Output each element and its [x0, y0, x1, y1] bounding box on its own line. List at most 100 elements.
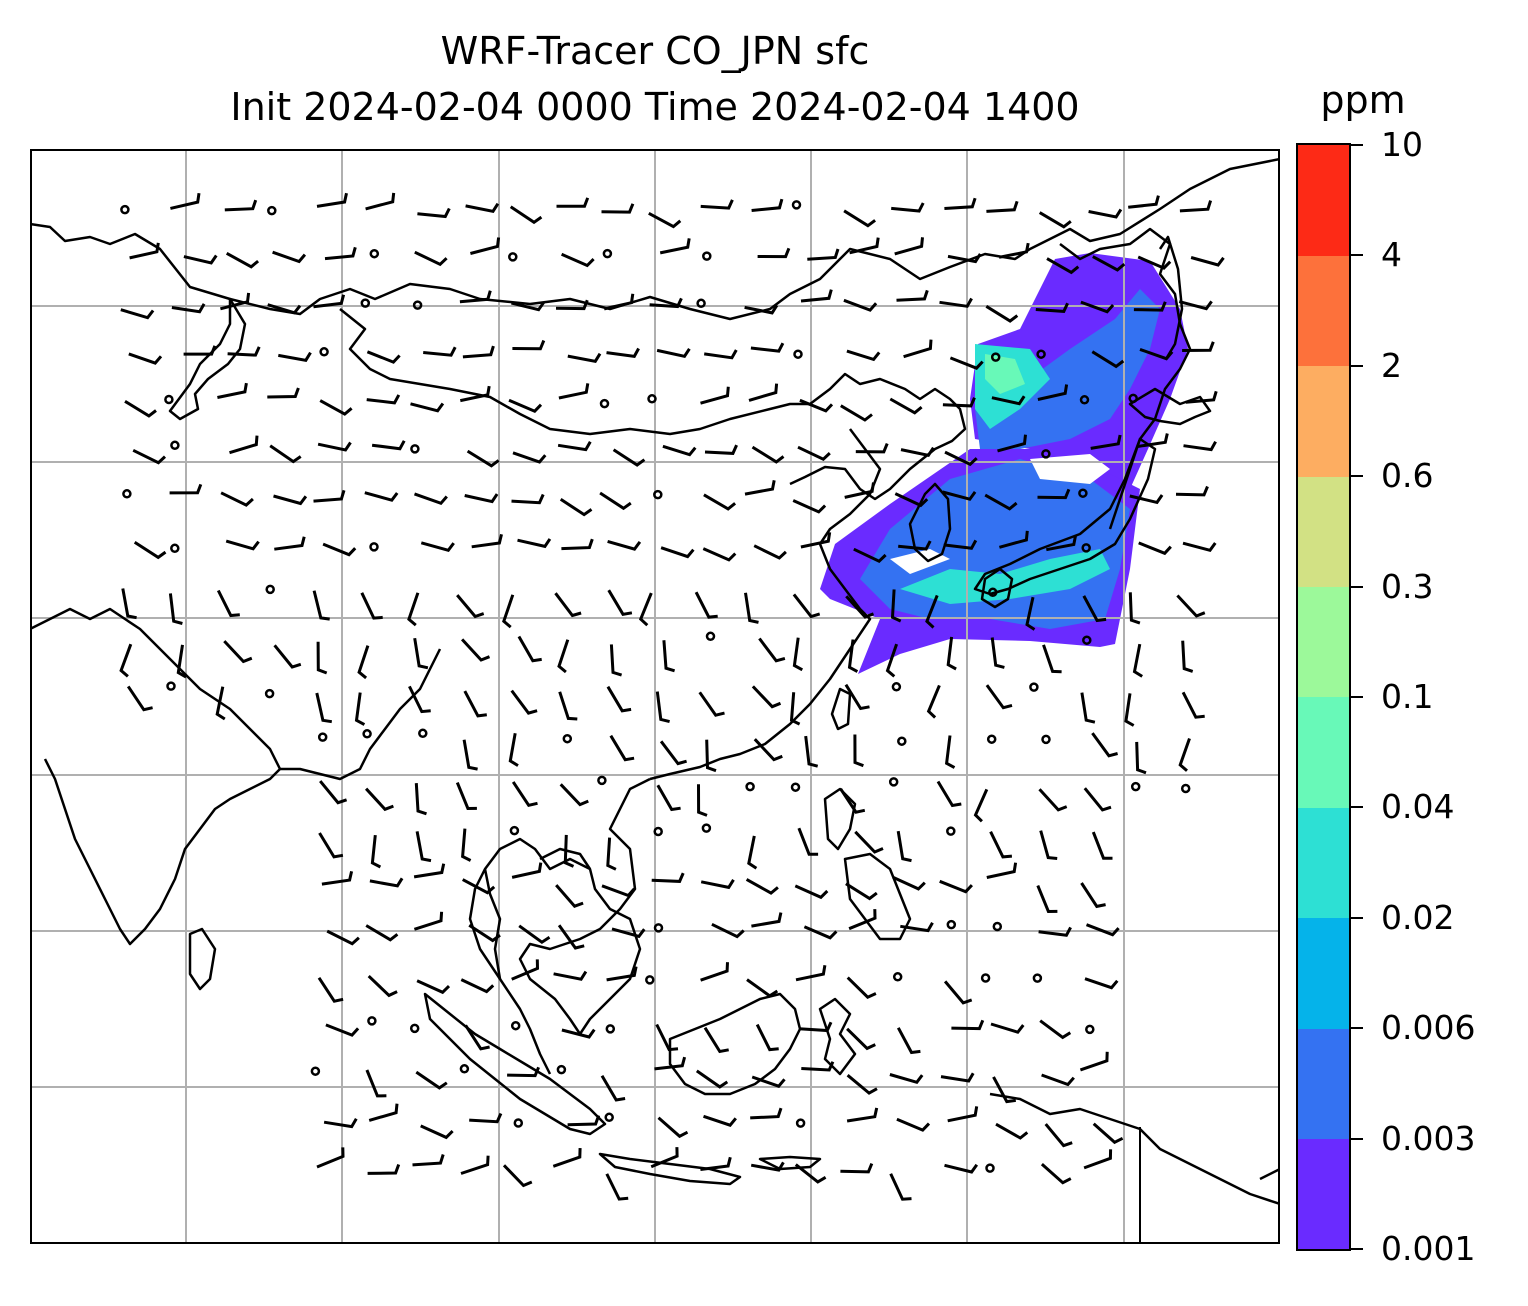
wind-barb [660, 546, 695, 559]
wind-barb [947, 253, 982, 264]
wind-barb [939, 297, 973, 308]
wind-barb [839, 787, 866, 814]
wind-barb [558, 383, 590, 400]
wind-barb [554, 592, 582, 618]
wind-barb [638, 592, 653, 627]
colorbar-segment [1298, 1028, 1349, 1140]
wind-barb [168, 593, 183, 625]
wind-barb [606, 966, 638, 982]
wind-barb [559, 498, 593, 517]
wind-barb [603, 293, 635, 311]
colorbar-segment [1298, 917, 1349, 1029]
wind-barb [510, 689, 538, 715]
coast-thailand-gulf [539, 847, 592, 870]
colorbar-tick [1351, 585, 1363, 588]
calm-circle [120, 204, 130, 215]
wind-barb [215, 686, 226, 721]
wind-barb [999, 530, 1029, 549]
wind-barb [317, 441, 352, 452]
graticule [30, 149, 1280, 1244]
wind-barb [460, 978, 495, 994]
wind-barb [794, 884, 829, 900]
wind-barb [368, 1103, 399, 1122]
wind-barb [369, 877, 404, 888]
wind-barb [973, 788, 989, 823]
map-panel [30, 149, 1280, 1244]
wind-barb [413, 911, 444, 931]
calm-circle [653, 489, 663, 500]
wind-barb [799, 398, 834, 413]
wind-barb [171, 303, 206, 314]
calm-circle [367, 1016, 377, 1026]
wind-barb [697, 784, 708, 817]
wind-barb [325, 1023, 360, 1037]
wind-barb [889, 1173, 912, 1201]
wind-barb [750, 1107, 783, 1120]
coast-malay-peninsula [483, 868, 502, 980]
wind-barb [509, 205, 543, 225]
wind-barb [313, 489, 346, 503]
wind-barb [420, 1124, 454, 1140]
wind-barb [370, 834, 382, 869]
colorbar-tick [1351, 1137, 1363, 1140]
wind-barb [220, 491, 254, 507]
wind-barb [315, 692, 333, 724]
calm-circle [369, 248, 380, 259]
coast-philippines-luzon [823, 787, 857, 851]
colorbar-label: 0.006 [1381, 1008, 1476, 1048]
calm-circle [653, 826, 663, 837]
calm-circle [790, 782, 801, 792]
wind-barb [998, 242, 1030, 259]
calm-circle [508, 252, 518, 262]
wind-barb [1037, 384, 1069, 401]
wind-barb [746, 978, 779, 998]
calm-circle [980, 973, 991, 983]
wind-barb [1083, 787, 1112, 812]
wind-barb [1044, 1123, 1073, 1148]
wind-barb [267, 387, 300, 399]
wind-barb [217, 382, 248, 399]
wind-barb [801, 1061, 835, 1072]
wind-barb [133, 540, 167, 560]
calm-circle [362, 729, 372, 739]
wind-barb [846, 1027, 876, 1051]
colorbar-label: 0.3 [1381, 566, 1434, 606]
wind-barb [703, 349, 738, 360]
wind-barb [224, 199, 258, 212]
colorbar-segment [1298, 476, 1349, 588]
wind-barb [1091, 732, 1118, 758]
wind-barb [651, 872, 685, 883]
calm-circle [310, 1066, 321, 1076]
wind-barb [552, 1148, 582, 1168]
wind-barb [942, 490, 977, 501]
calm-circle [1078, 488, 1088, 498]
wind-barb [1083, 1149, 1113, 1170]
wind-barb [1128, 592, 1141, 625]
plume-high-2 [900, 549, 1110, 604]
colorbar-segment [1298, 365, 1349, 477]
wind-barb [323, 1118, 358, 1129]
wind-barb [1080, 882, 1106, 909]
wind-barb [992, 1076, 1016, 1104]
wind-barb [563, 834, 575, 868]
calm-circle [605, 1024, 616, 1034]
wind-barb [511, 862, 543, 879]
wind-barb [939, 879, 973, 894]
colorbar-tick [1351, 1248, 1363, 1250]
coast-taiwan [830, 687, 852, 731]
wind-barb [1133, 301, 1167, 312]
wind-barb [797, 445, 831, 461]
wind-barb [1129, 494, 1164, 505]
wind-barb [898, 540, 932, 551]
calm-circle [891, 682, 902, 692]
wind-barb [1138, 541, 1172, 556]
wind-barb [269, 444, 302, 464]
wind-barb [517, 635, 542, 663]
wind-barb [1085, 923, 1120, 937]
wind-barb [795, 964, 827, 982]
wind-barb [650, 1147, 679, 1169]
wind-barb [413, 637, 429, 670]
wind-barb [843, 298, 878, 312]
wind-barb [799, 1021, 833, 1033]
wind-barb [844, 482, 875, 499]
